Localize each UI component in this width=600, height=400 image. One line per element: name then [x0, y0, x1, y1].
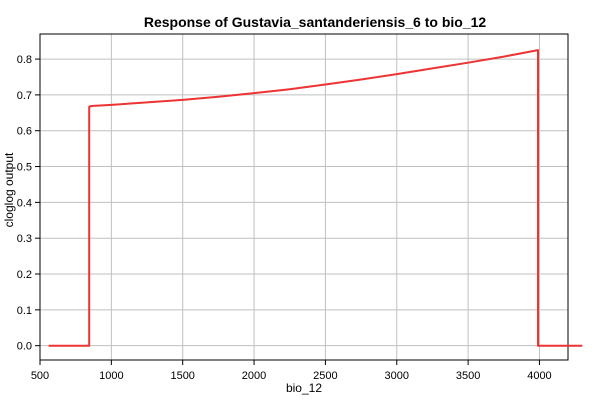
y-tick-label: 0.3	[17, 233, 32, 245]
x-tick-label: 3500	[456, 370, 480, 382]
axis-ticks: 500 1000 1500 2000 2500 3000 3500 4000 0.0 0.1 0.2…	[17, 54, 552, 382]
grid	[40, 34, 568, 360]
x-axis-label: bio_12	[286, 381, 322, 395]
y-tick-label: 0.4	[17, 197, 32, 209]
y-tick-label: 0.1	[17, 305, 32, 317]
x-tick-label: 2000	[242, 370, 266, 382]
x-tick-label: 3000	[385, 370, 409, 382]
x-tick-label: 500	[31, 370, 49, 382]
series-layer	[48, 49, 583, 347]
y-tick-label: 0.8	[17, 54, 32, 66]
y-tick-label: 0.7	[17, 90, 32, 102]
y-tick-label: 0.5	[17, 162, 32, 174]
chart-title: Response of Gustavia_santanderiensis_6 t…	[144, 14, 487, 30]
y-tick-label: 0.6	[17, 126, 32, 138]
x-tick-label: 2500	[313, 370, 337, 382]
x-tick-label: 1500	[170, 370, 194, 382]
y-axis-label: cloglog output	[2, 152, 16, 227]
y-tick-label: 0.2	[17, 269, 32, 281]
x-tick-label: 4000	[527, 370, 551, 382]
plot-frame	[39, 33, 569, 361]
x-tick-label: 1000	[99, 370, 123, 382]
series-line	[48, 49, 583, 347]
y-tick-label: 0.0	[17, 341, 32, 353]
